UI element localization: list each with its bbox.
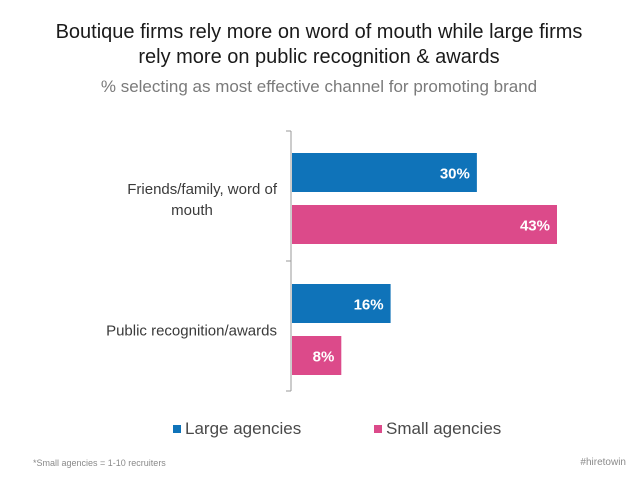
category-label: Friends/family, word of [127, 181, 278, 198]
hashtag: #hiretowin [580, 457, 626, 468]
chart-subtitle: % selecting as most effective channel fo… [100, 77, 538, 96]
chart-title: Boutique firms rely more on word of mout… [0, 20, 638, 70]
chart-title-line-2: rely more on public recognition & awards [138, 46, 500, 68]
data-label: 43% [520, 218, 550, 235]
legend: Large agencies Small agencies [0, 419, 638, 441]
bar-large [292, 284, 391, 323]
data-label: 8% [313, 349, 335, 366]
bar-small [292, 205, 557, 244]
legend-swatch-large [173, 425, 181, 433]
data-label: 30% [440, 166, 470, 183]
legend-label-large: Large agencies [185, 419, 302, 438]
bar-large [292, 153, 477, 192]
legend-label-small: Small agencies [386, 419, 502, 438]
category-label: Public recognition/awards [106, 323, 277, 340]
footnote: *Small agencies = 1-10 recruiters [33, 458, 166, 468]
legend-item-small-agencies: Small agencies [374, 419, 501, 439]
legend-swatch-small [374, 425, 382, 433]
category-label: mouth [171, 202, 213, 219]
data-label: 16% [354, 297, 384, 314]
chart-title-line-1: Boutique firms rely more on word of mout… [55, 21, 583, 43]
legend-item-large-agencies: Large agencies [173, 419, 301, 439]
bar-small [292, 336, 342, 375]
